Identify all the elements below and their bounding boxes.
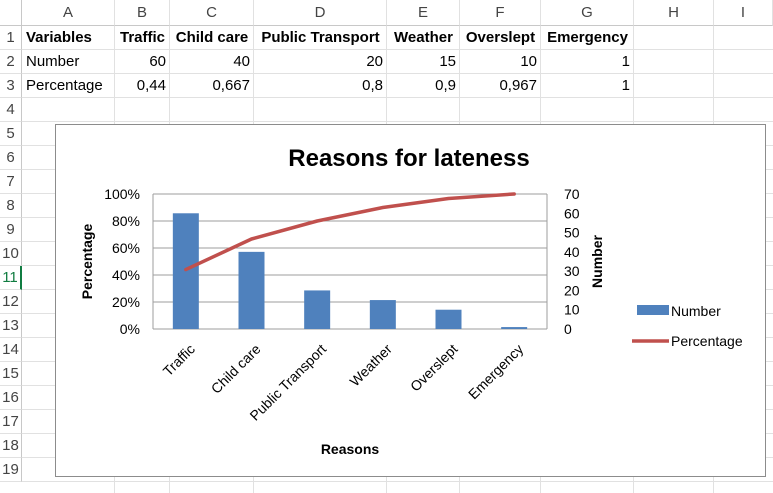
grid-line (22, 49, 773, 50)
row-header-10[interactable]: 10 (0, 242, 22, 266)
left-axis-tick-label: 100% (104, 186, 140, 202)
row-header-9[interactable]: 9 (0, 218, 22, 242)
x-axis-tick-label: Overslept (407, 341, 461, 395)
right-axis-label: Number (589, 235, 605, 288)
row-header-5[interactable]: 5 (0, 122, 22, 146)
row-header-11[interactable]: 11 (0, 266, 22, 290)
row-header-19[interactable]: 19 (0, 458, 22, 482)
legend-swatch-number (637, 305, 669, 315)
cell-g3[interactable]: 1 (621, 77, 630, 94)
column-header-i[interactable]: I (714, 0, 773, 26)
chart-canvas: Reasons for lateness 0% 20% 40% 60% 80% 100% 0 1… (79, 145, 743, 457)
left-axis-tick-label: 0% (120, 321, 140, 337)
row-header-16[interactable]: 16 (0, 386, 22, 410)
column-header-c[interactable]: C (170, 0, 254, 26)
row-header-12[interactable]: 12 (0, 290, 22, 314)
right-axis-tick-label: 0 (564, 321, 572, 337)
x-axis-tick-label: Child care (208, 341, 264, 397)
cell-f2[interactable]: 10 (520, 53, 537, 70)
cell-d3[interactable]: 0,8 (362, 77, 383, 94)
grid-line (22, 121, 773, 122)
cell-e1[interactable]: Weather (394, 29, 453, 46)
cell-c3[interactable]: 0,667 (212, 77, 250, 94)
cell-c1[interactable]: Child care (175, 29, 249, 46)
column-header-e[interactable]: E (387, 0, 460, 26)
cell-d1[interactable]: Public Transport (261, 29, 380, 46)
cell-c2[interactable]: 40 (233, 53, 250, 70)
chart-title: Reasons for lateness (288, 145, 529, 172)
cell-a3[interactable]: Percentage (26, 77, 103, 94)
row-header-14[interactable]: 14 (0, 338, 22, 362)
row-header-6[interactable]: 6 (0, 146, 22, 170)
bar-child-care (238, 251, 265, 329)
row-header-8[interactable]: 8 (0, 194, 22, 218)
right-axis-tick-label: 50 (564, 225, 580, 241)
cell-d2[interactable]: 20 (366, 53, 383, 70)
bar-public-transport (304, 290, 331, 329)
cell-e2[interactable]: 15 (439, 53, 456, 70)
left-axis-tick-label: 20% (112, 294, 140, 310)
x-axis-tick-label: Weather (346, 341, 395, 390)
pareto-chart[interactable]: Reasons for lateness 0% 20% 40% 60% 80% 100% 0 1… (55, 124, 766, 477)
cell-b1[interactable]: Traffic (119, 29, 165, 46)
cell-a2[interactable]: Number (26, 53, 80, 70)
right-axis-tick-label: 20 (564, 282, 580, 298)
right-axis-tick-label: 60 (564, 205, 580, 221)
cell-g2[interactable]: 1 (621, 53, 630, 70)
grid-line (22, 73, 773, 74)
x-axis-label: Reasons (321, 441, 380, 457)
right-axis-tick-label: 30 (564, 263, 580, 279)
cell-g1[interactable]: Emergency (547, 29, 628, 46)
right-axis-tick-label: 70 (564, 186, 580, 202)
grid-line (22, 481, 773, 482)
cell-f1[interactable]: Overslept (465, 29, 536, 46)
legend-label-number: Number (671, 303, 721, 319)
row-header-1[interactable]: 1 (0, 26, 22, 50)
cell-a1[interactable]: Variables (26, 29, 92, 46)
percentage-line (184, 192, 516, 272)
left-axis-tick-label: 40% (112, 267, 140, 283)
row-header-7[interactable]: 7 (0, 170, 22, 194)
right-axis-tick-label: 40 (564, 244, 580, 260)
column-header-h[interactable]: H (634, 0, 714, 26)
bar-emergency (501, 327, 528, 329)
legend-label-percentage: Percentage (671, 333, 743, 349)
cell-f3[interactable]: 0,967 (499, 77, 537, 94)
bar-weather (369, 300, 396, 329)
x-axis-tick-label: Traffic (160, 341, 198, 379)
cell-e3[interactable]: 0,9 (435, 77, 456, 94)
left-axis-label: Percentage (79, 224, 95, 300)
grid-line (22, 97, 773, 98)
row-header-3[interactable]: 3 (0, 74, 22, 98)
column-header-g[interactable]: G (541, 0, 634, 26)
left-axis-tick-label: 60% (112, 240, 140, 256)
cell-b3[interactable]: 0,44 (136, 77, 166, 94)
column-header-b[interactable]: B (115, 0, 170, 26)
row-header-4[interactable]: 4 (0, 98, 22, 122)
left-axis-tick-label: 80% (112, 213, 140, 229)
select-all-corner[interactable] (0, 0, 22, 26)
row-header-13[interactable]: 13 (0, 314, 22, 338)
right-axis-tick-label: 10 (564, 302, 580, 318)
row-header-17[interactable]: 17 (0, 410, 22, 434)
row-header-2[interactable]: 2 (0, 50, 22, 74)
bar-overslept (435, 309, 462, 329)
column-header-a[interactable]: A (22, 0, 115, 26)
column-header-f[interactable]: F (460, 0, 541, 26)
column-header-d[interactable]: D (254, 0, 387, 26)
cell-b2[interactable]: 60 (149, 53, 166, 70)
row-header-18[interactable]: 18 (0, 434, 22, 458)
x-axis-tick-label: Emergency (465, 341, 526, 402)
row-header-15[interactable]: 15 (0, 362, 22, 386)
